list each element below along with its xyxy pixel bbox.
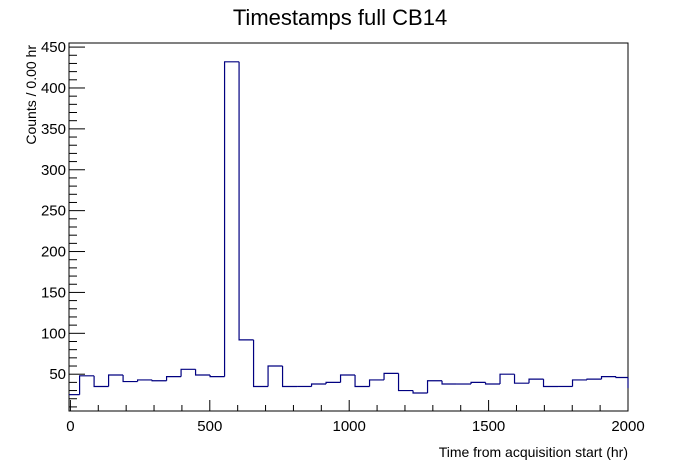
histogram-bin: [354, 375, 370, 388]
histogram-bin: [310, 383, 327, 387]
histogram-bin: [180, 368, 196, 377]
histogram-bin: [397, 373, 414, 392]
x-tick-label: 500: [197, 418, 222, 435]
y-tick-labels: 50 100 150 200 250 300 350 400 450: [41, 39, 66, 383]
y-tick-label: 50: [49, 366, 66, 383]
histogram-bin: [93, 375, 109, 388]
histogram-bin: [441, 380, 457, 385]
y-axis-label: Counts / 0.00 hr: [23, 45, 39, 145]
histogram-bin: [267, 365, 283, 387]
x-axis-label: Time from acquisition start (hr): [439, 444, 628, 460]
y-tick-label: 250: [41, 203, 66, 220]
axis-ticks: [69, 46, 629, 411]
histogram-bin: [499, 373, 515, 385]
y-tick-label: 150: [41, 284, 66, 301]
y-tick-label: 100: [41, 325, 66, 342]
histogram-bin: [281, 366, 298, 388]
histogram-bin: [368, 379, 385, 387]
histogram-bin: [78, 375, 95, 395]
histogram-bin: [571, 379, 588, 387]
y-tick-label: 200: [41, 244, 66, 261]
y-tick-label: 300: [41, 162, 66, 179]
histogram-bin: [194, 369, 211, 376]
histogram-bin: [136, 379, 153, 382]
histogram-bins: [69, 61, 629, 396]
histogram-bin: [470, 381, 486, 385]
histogram-bin: [383, 372, 399, 380]
histogram-bin: [600, 376, 617, 380]
histogram-bin: [238, 61, 254, 341]
y-tick-label: 350: [41, 121, 66, 138]
histogram-bin: [586, 378, 602, 380]
histogram-bin: [528, 378, 544, 384]
x-tick-label: 1000: [333, 418, 366, 435]
histogram-bin: [542, 379, 559, 388]
histogram-bin: [484, 382, 501, 385]
histogram-bin: [615, 376, 628, 379]
histogram-bin: [426, 380, 443, 394]
y-tick-label: 400: [41, 80, 66, 97]
histogram-bin: [151, 379, 167, 382]
x-tick-label: 1500: [472, 418, 505, 435]
histogram-bin: [339, 374, 356, 383]
histogram-bin: [209, 375, 225, 378]
histogram-bin: [122, 375, 138, 383]
histogram-bin: [107, 374, 124, 387]
histogram-bin: [252, 339, 269, 388]
histogram-bin: [223, 61, 240, 377]
x-tick-label: 0: [66, 418, 74, 435]
plot-frame: [68, 42, 629, 412]
histogram-bin: [325, 381, 341, 385]
x-tick-labels: 0 500 1000 1500 2000: [66, 418, 644, 435]
histogram-bin: [412, 390, 428, 394]
histogram-bin: [513, 374, 530, 384]
histogram-bin: [165, 376, 182, 381]
y-tick-label: 450: [41, 39, 66, 56]
chart-title: Timestamps full CB14: [233, 5, 447, 30]
x-tick-label: 2000: [611, 418, 644, 435]
